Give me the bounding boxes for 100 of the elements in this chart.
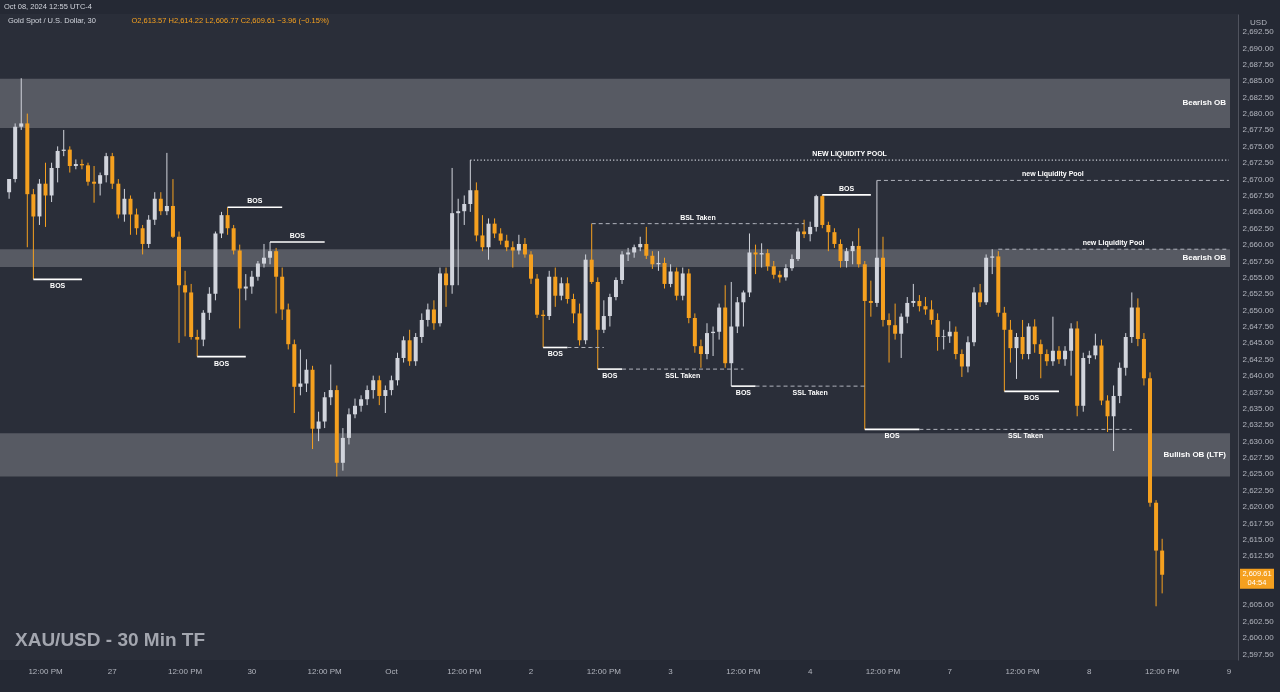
candlestick (905, 296, 910, 324)
candlestick (353, 398, 358, 419)
candlestick (680, 267, 685, 301)
y-tick-label: 2,682.50 (1242, 92, 1275, 102)
candlestick (219, 211, 224, 239)
candlestick (55, 145, 60, 183)
candlestick (128, 194, 133, 236)
candlestick (808, 221, 813, 242)
candlestick (662, 257, 667, 290)
y-tick-label: 2,597.50 (1242, 649, 1275, 659)
candlestick (1105, 394, 1110, 433)
candlestick (31, 188, 36, 280)
candlestick (231, 224, 236, 255)
x-tick-label: 12:00 PM (167, 666, 203, 676)
y-tick-label: 2,655.00 (1242, 272, 1275, 282)
candlestick (268, 241, 273, 265)
candlestick (887, 312, 892, 364)
candlestick (1093, 333, 1098, 360)
candlestick (856, 227, 861, 269)
y-tick-label: 2,612.50 (1242, 551, 1275, 561)
x-tick-label: 12:00 PM (447, 666, 482, 676)
candlestick (152, 191, 157, 226)
candlestick (1020, 319, 1025, 360)
candlestick (19, 77, 24, 131)
candlestick (383, 384, 388, 414)
candlestick (98, 172, 103, 196)
candlestick (510, 240, 515, 269)
candlestick (122, 188, 127, 223)
candlestick (1050, 316, 1055, 367)
band-label: Bullish OB (LTF) (1163, 449, 1227, 459)
x-tick-label: 12:00 PM (28, 666, 63, 676)
y-tick-label: 2,650.00 (1242, 305, 1275, 315)
y-tick-label: 2,630.00 (1242, 436, 1275, 446)
candlestick (626, 247, 631, 262)
x-tick-label: 12:00 PM (307, 666, 343, 676)
candlestick (104, 152, 109, 183)
y-tick-label: 2,645.00 (1242, 338, 1275, 348)
candlestick (899, 312, 904, 359)
candlestick (377, 375, 382, 406)
candlestick (67, 145, 72, 174)
y-tick-label: 2,687.50 (1242, 59, 1275, 69)
candlestick (401, 335, 406, 364)
x-tick-label: 8 (1087, 666, 1093, 676)
y-tick-label: 2,662.50 (1242, 223, 1275, 233)
candlestick (444, 267, 449, 308)
candlestick (868, 280, 873, 318)
candlestick (225, 206, 230, 236)
y-tick-label: 2,642.50 (1242, 354, 1275, 364)
candlestick (559, 276, 564, 301)
y-tick-label: 2,602.50 (1242, 616, 1275, 626)
y-tick-label: 2,680.00 (1242, 109, 1275, 119)
candlestick (844, 247, 849, 269)
y-tick-label: 2,660.00 (1242, 240, 1275, 250)
candlestick (571, 293, 576, 324)
y-tick-label: 2,652.50 (1242, 289, 1275, 299)
candlestick (850, 240, 855, 265)
candlestick (73, 158, 78, 170)
candlestick (158, 191, 163, 216)
x-tick-label: 12:00 PM (726, 666, 761, 676)
x-tick-label: 2 (528, 666, 534, 676)
candlestick (480, 214, 485, 252)
y-tick-label: 2,677.50 (1242, 125, 1275, 135)
y-tick-label: 2,667.50 (1242, 190, 1275, 200)
candlestick (243, 273, 248, 301)
y-tick-label: 2,605.00 (1242, 600, 1275, 610)
candlestick (1111, 384, 1116, 452)
candlestick (935, 312, 940, 352)
candlestick (765, 248, 770, 272)
y-tick-label: 2,657.50 (1242, 256, 1275, 266)
candlestick (346, 407, 351, 445)
x-tick-label: 9 (1226, 666, 1232, 676)
y-tick-label: 2,615.00 (1242, 534, 1275, 544)
candlestick (486, 217, 491, 261)
candlestick (516, 234, 521, 255)
candlestick (698, 339, 703, 369)
y-tick-label: 2,617.50 (1242, 518, 1275, 528)
x-tick-label: 3 (668, 666, 674, 676)
candlestick (462, 194, 467, 226)
annotation: XAU/USD - 30 Min TF (15, 629, 206, 650)
x-tick-label: 30 (247, 666, 257, 676)
candlestick (607, 293, 612, 328)
candlestick (86, 162, 90, 187)
x-tick-label: Oct (385, 666, 399, 676)
x-tick-label: 12:00 PM (865, 666, 901, 676)
candlestick (183, 270, 188, 337)
y-tick-label: 2,620.00 (1242, 502, 1275, 512)
candlestick (953, 326, 958, 360)
y-tick-label: 2,627.50 (1242, 453, 1275, 463)
y-tick-label: 2,692.50 (1242, 27, 1275, 37)
candlestick (316, 411, 321, 442)
y-tick-label: 2,632.50 (1242, 420, 1275, 430)
candlestick (92, 165, 97, 204)
candlestick (838, 238, 843, 269)
band-label: Bearish OB (1182, 98, 1227, 108)
candlestick (911, 283, 916, 308)
y-tick-label: 2,637.50 (1242, 387, 1275, 397)
x-tick-label: 7 (947, 666, 953, 676)
y-tick-label: 2,647.50 (1242, 322, 1275, 332)
candlestick (553, 267, 558, 308)
candlestick (705, 322, 709, 360)
